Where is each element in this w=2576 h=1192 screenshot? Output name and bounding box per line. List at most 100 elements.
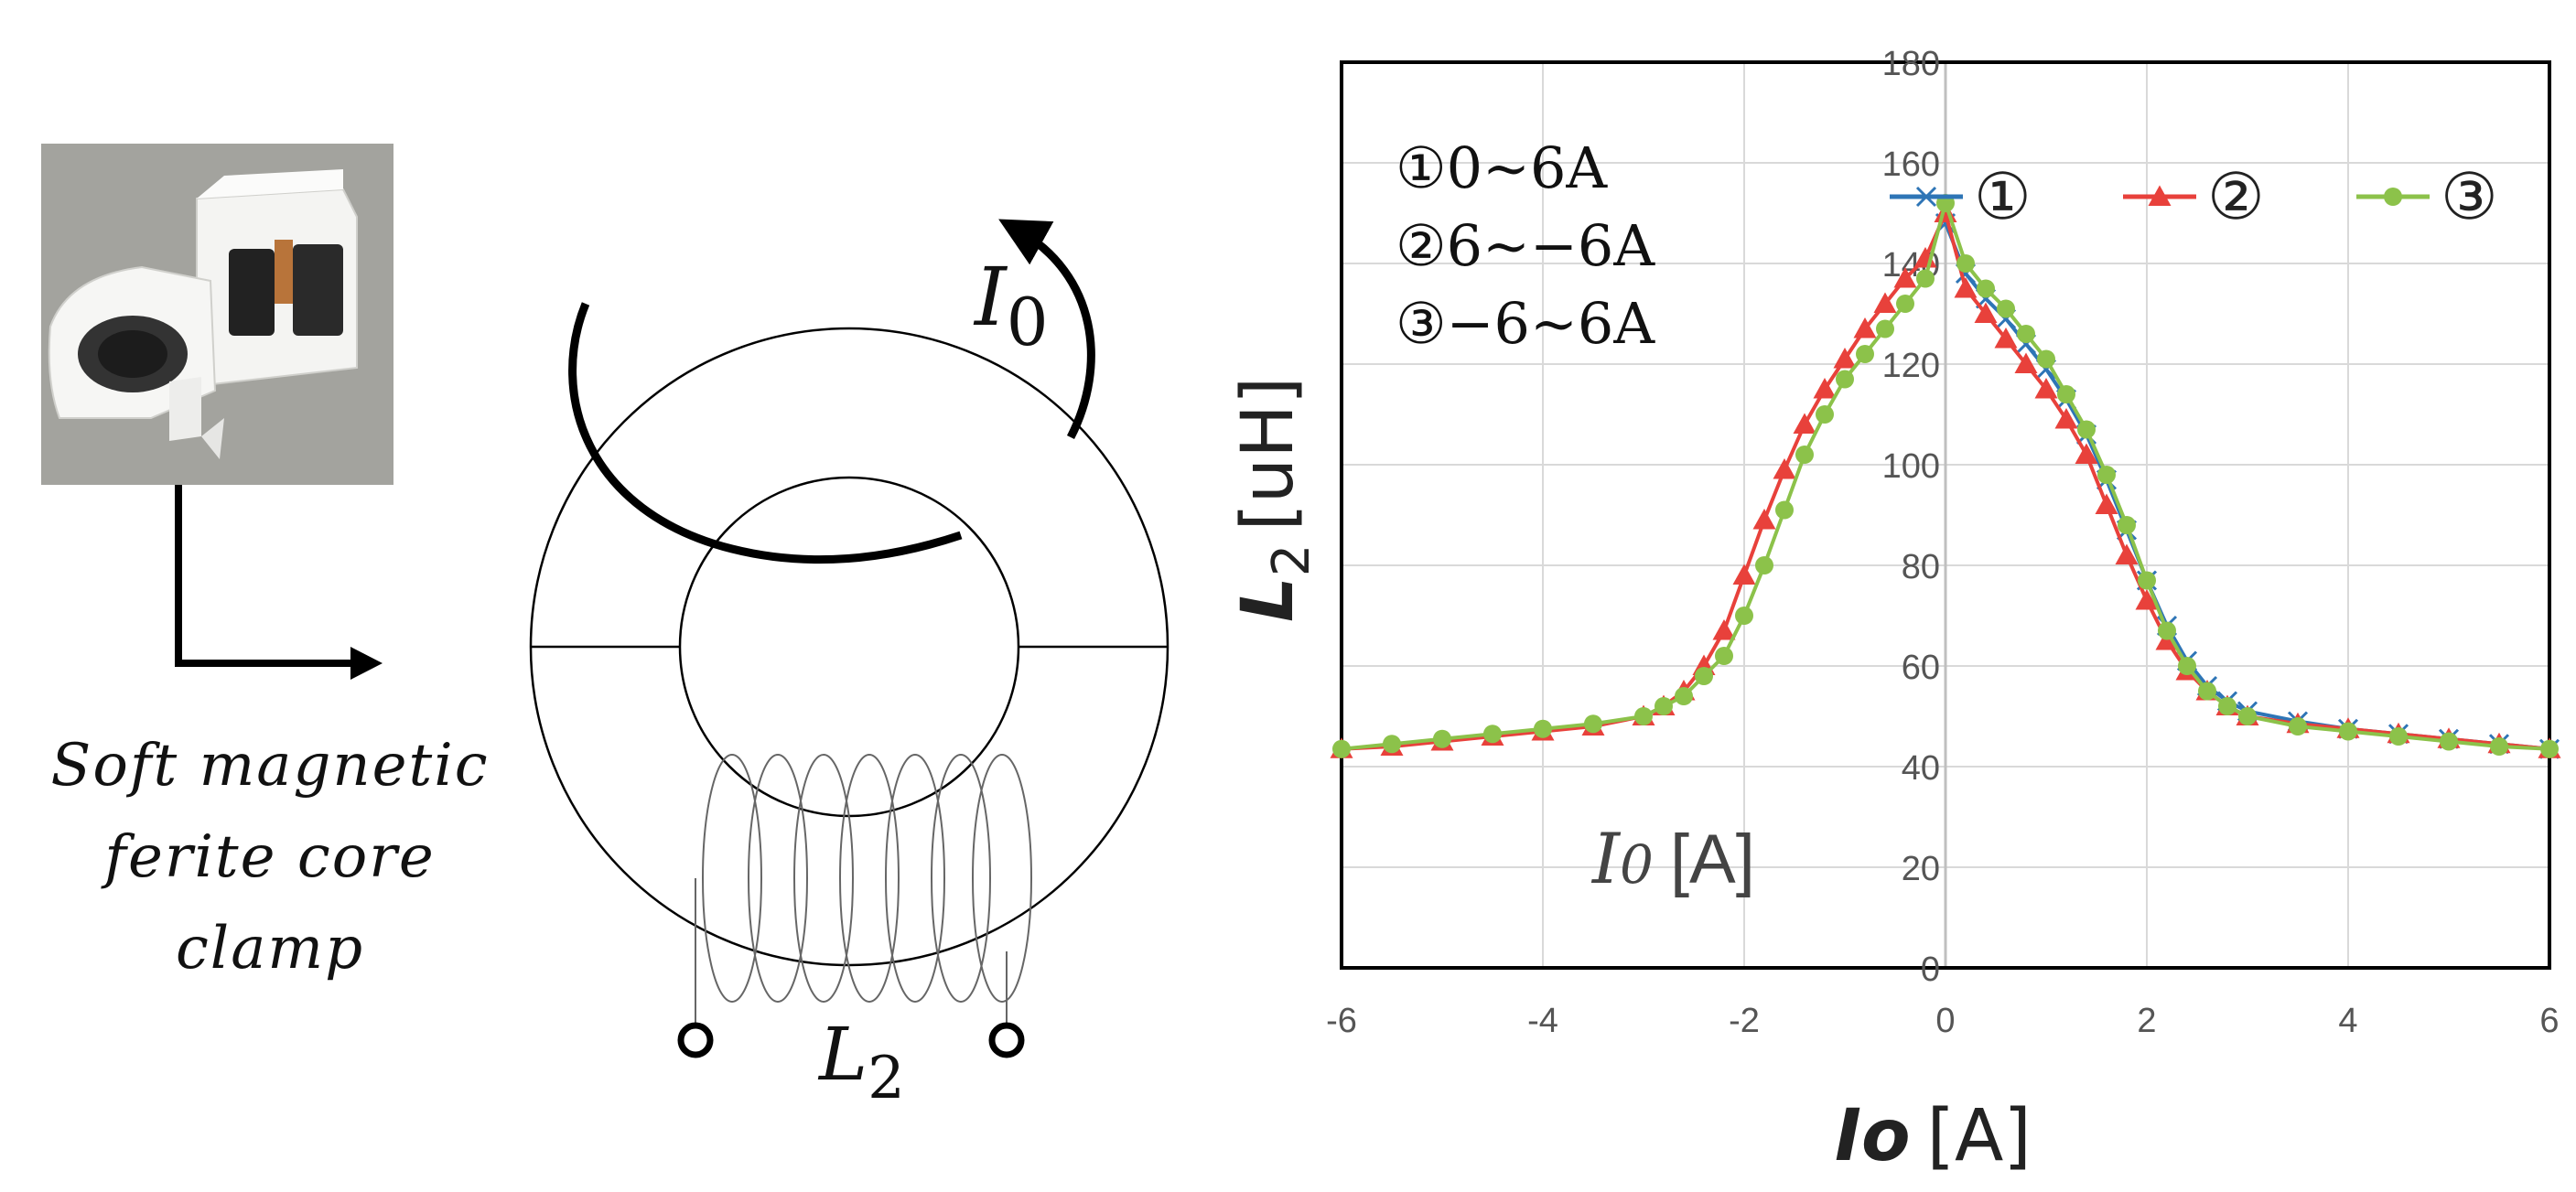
data-point (1712, 619, 1736, 640)
x-tick-label: 6 (2539, 1002, 2559, 1040)
data-point (2014, 352, 2038, 373)
coil-label-main: L (817, 1012, 868, 1097)
data-point (2148, 185, 2172, 206)
coil-terminals (677, 1022, 1025, 1058)
plot-frame (1340, 60, 2551, 970)
data-point (1833, 348, 1857, 369)
x-tick-label: -4 (1527, 1002, 1558, 1040)
series-group (1935, 212, 2560, 759)
y-tick-label: 40 (1902, 749, 1940, 788)
inner-label-unit: [A] (1670, 821, 1755, 898)
data-point (2037, 349, 2055, 369)
data-point (2490, 737, 2508, 756)
data-point (2289, 717, 2307, 736)
x-axis-title: Io [A] (1835, 1095, 2032, 1177)
data-point (1977, 279, 1995, 298)
x-tick-label: 4 (2338, 1002, 2357, 1040)
data-point (1916, 269, 1935, 288)
y-tick-label: 20 (1902, 850, 1940, 888)
data-point (2095, 493, 2118, 514)
current-label-main: I (973, 250, 1008, 344)
current-label-sub: 0 (1007, 284, 1049, 360)
data-point (1813, 378, 1837, 399)
caption-line-3: clamp (175, 915, 365, 983)
data-point (1816, 405, 1834, 424)
data-point (1433, 729, 1451, 748)
y-axis-title: L2 [uH] (1227, 377, 1321, 622)
series-group (1332, 194, 2559, 758)
data-point (1752, 509, 1776, 530)
current-label: I0 (973, 250, 1049, 360)
y-tick-label: 120 (1882, 347, 1940, 385)
data-point (2097, 466, 2116, 484)
y-tick-label: 160 (1882, 145, 1940, 184)
x-tick-label: -2 (1729, 1002, 1760, 1040)
data-point (2075, 443, 2098, 464)
y-axis-title-unit: [uH] (1227, 377, 1310, 532)
y-tick-label: 80 (1902, 548, 1940, 586)
data-point (1383, 735, 1401, 754)
legend-label: ③ (2441, 159, 2498, 234)
data-point (1695, 667, 1713, 685)
data-point (2017, 325, 2035, 343)
data-point (2440, 732, 2458, 751)
data-point (1584, 714, 1602, 734)
data-point (2540, 739, 2559, 758)
data-point (1755, 556, 1773, 575)
data-point (1896, 295, 1914, 313)
data-point (2178, 657, 2196, 675)
x-tick-labels: -6 -4 -2 0 2 4 6 (1326, 1002, 2559, 1040)
series-line (1944, 222, 2550, 751)
sweep-note-1: ①0~6A (1396, 134, 1608, 201)
y-axis-title-main: L (1227, 576, 1310, 622)
data-point (2218, 697, 2236, 715)
data-point (1793, 413, 1816, 434)
legend-item: ② (2123, 159, 2265, 234)
data-point (2384, 188, 2402, 206)
data-point (2158, 621, 2176, 640)
data-point (1994, 328, 2018, 349)
data-point (1997, 299, 2015, 318)
data-point (1483, 725, 1502, 744)
data-point (1956, 254, 1975, 273)
data-point (2054, 408, 2078, 429)
sweep-notes: ①0~6A ②6~−6A ③−6~6A (1396, 134, 1655, 357)
inner-label-sub: 0 (1620, 833, 1654, 896)
data-point (1856, 345, 1874, 363)
legend-item: ③ (2356, 159, 2498, 234)
coil-label: L2 (817, 1012, 905, 1112)
data-point (2034, 378, 2058, 399)
coil-winding (695, 754, 1032, 1025)
data-point (2118, 516, 2136, 534)
coil-label-sub: 2 (868, 1045, 905, 1112)
legend: ① ② ③ (1890, 159, 2498, 234)
data-point (1775, 500, 1794, 520)
caption-line-1: Soft magnetic (50, 732, 490, 800)
data-point (1773, 458, 1796, 479)
data-point (2135, 589, 2159, 610)
x-tick-label: 2 (2137, 1002, 2156, 1040)
data-point (1332, 739, 1351, 758)
data-point (1715, 647, 1733, 665)
current-arrow-icon (568, 219, 1095, 564)
data-point (2198, 682, 2216, 701)
data-point (2115, 543, 2139, 564)
data-point (1735, 607, 1753, 625)
x-axis-title-main: Io (1835, 1095, 1911, 1177)
y-tick-label: 100 (1882, 447, 1940, 486)
legend-label: ① (1974, 159, 2032, 234)
data-point (2389, 727, 2408, 746)
data-point (1974, 302, 1998, 323)
data-point (2057, 385, 2075, 403)
data-point (1634, 707, 1653, 725)
data-point (1534, 719, 1552, 738)
data-point (1675, 687, 1693, 705)
data-series (1330, 194, 2561, 759)
x-tick-label: -6 (1326, 1002, 1357, 1040)
y-tick-label: 0 (1921, 950, 1940, 989)
data-point (1954, 277, 1978, 298)
data-point (1915, 186, 1937, 208)
data-point (2339, 722, 2357, 741)
